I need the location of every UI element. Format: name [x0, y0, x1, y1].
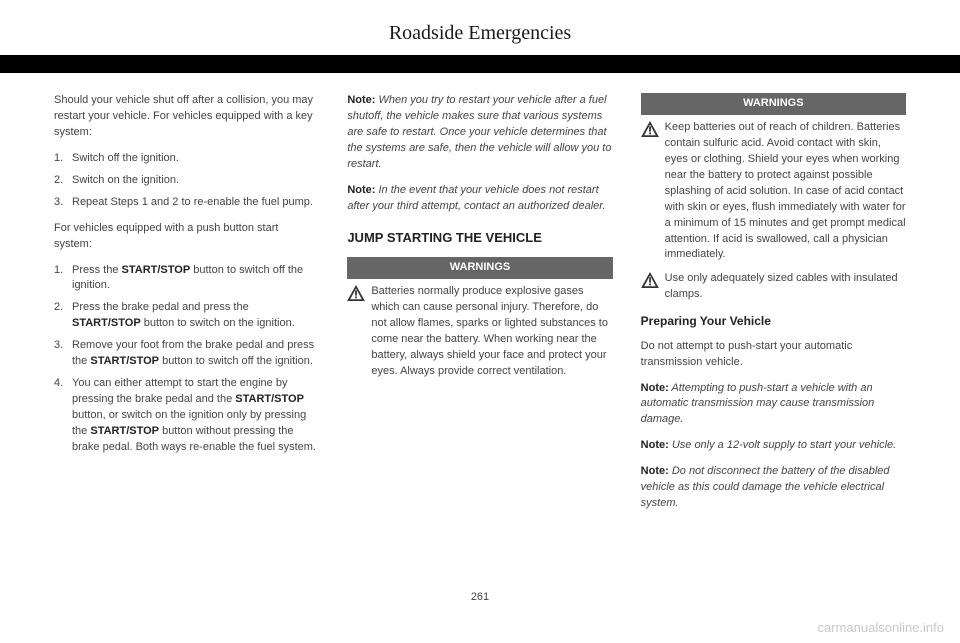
- warnings-header: WARNINGS: [347, 257, 612, 279]
- col1-para1: Should your vehicle shut off after a col…: [54, 93, 319, 141]
- col1-para2: For vehicles equipped with a push button…: [54, 221, 319, 253]
- warning-block: Keep batteries out of reach of children.…: [641, 120, 906, 263]
- col2-note1: Note: When you try to restart your vehic…: [347, 93, 612, 173]
- warning-text: Use only adequately sized cables with in…: [665, 271, 906, 303]
- col3-note2: Note: Use only a 12-volt supply to start…: [641, 438, 906, 454]
- warning-triangle-icon: [347, 285, 365, 301]
- col1-list2: Press the START/STOP button to switch of…: [54, 263, 319, 456]
- col1-list1: Switch off the ignition. Switch on the i…: [54, 151, 319, 211]
- preparing-heading: Preparing Your Vehicle: [641, 313, 906, 330]
- column-1: Should your vehicle shut off after a col…: [54, 93, 319, 522]
- column-2: Note: When you try to restart your vehic…: [347, 93, 612, 522]
- col3-para1: Do not attempt to push-start your automa…: [641, 339, 906, 371]
- page-title: Roadside Emergencies: [0, 0, 960, 55]
- warning-block: Batteries normally produce explosive gas…: [347, 284, 612, 380]
- warning-text: Keep batteries out of reach of children.…: [665, 120, 906, 263]
- warning-triangle-icon: [641, 272, 659, 288]
- list-item: Press the START/STOP button to switch of…: [54, 263, 319, 295]
- col3-note1: Note: Attempting to push-start a vehicle…: [641, 381, 906, 429]
- list-item: Repeat Steps 1 and 2 to re-enable the fu…: [54, 195, 319, 211]
- col2-note2: Note: In the event that your vehicle doe…: [347, 183, 612, 215]
- list-item: Switch off the ignition.: [54, 151, 319, 167]
- warning-block: Use only adequately sized cables with in…: [641, 271, 906, 303]
- warning-text: Batteries normally produce explosive gas…: [371, 284, 612, 380]
- list-item: Press the brake pedal and press the STAR…: [54, 300, 319, 332]
- list-item: Switch on the ignition.: [54, 173, 319, 189]
- list-item: You can either attempt to start the engi…: [54, 376, 319, 456]
- header-bar: [0, 55, 960, 73]
- list-item: Remove your foot from the brake pedal an…: [54, 338, 319, 370]
- column-3: WARNINGS Keep batteries out of reach of …: [641, 93, 906, 522]
- col3-note3: Note: Do not disconnect the battery of t…: [641, 464, 906, 512]
- watermark: carmanualsonline.info: [818, 620, 944, 635]
- content-area: Should your vehicle shut off after a col…: [0, 73, 960, 522]
- warning-triangle-icon: [641, 121, 659, 137]
- jump-start-heading: JUMP STARTING THE VEHICLE: [347, 229, 612, 248]
- page-number: 261: [0, 591, 960, 603]
- warnings-header: WARNINGS: [641, 93, 906, 115]
